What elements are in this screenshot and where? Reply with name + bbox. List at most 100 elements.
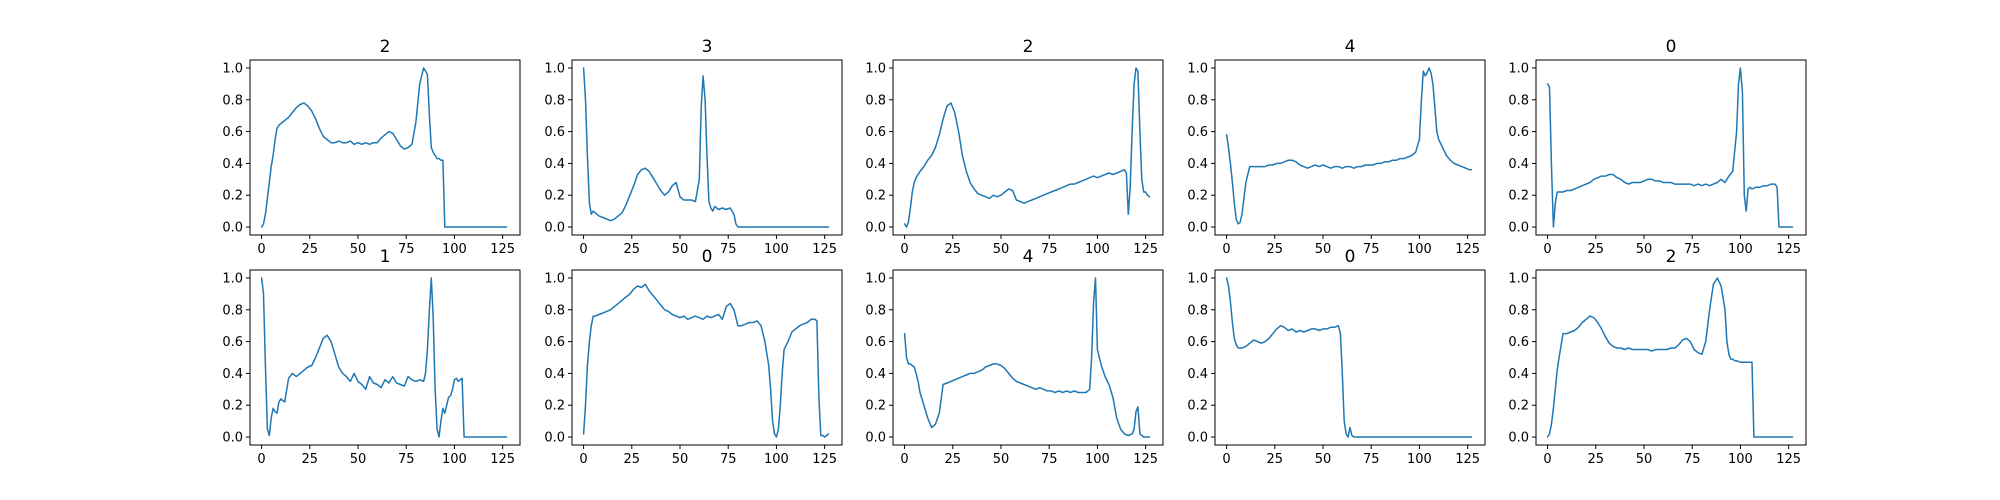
subplot-title: 0 (702, 247, 713, 267)
x-tick-label: 25 (945, 452, 962, 467)
x-tick-label: 25 (302, 242, 319, 257)
y-tick-label: 0.6 (222, 125, 243, 140)
x-tick-label: 0 (900, 452, 908, 467)
subplot-title: 0 (1666, 37, 1677, 57)
series-line (260, 277, 508, 438)
x-tick-label: 50 (350, 452, 367, 467)
x-tick-label: 0 (257, 452, 265, 467)
plot-frame (892, 269, 1164, 446)
y-tick-label: 0.0 (544, 221, 565, 236)
y-tick-label: 1.0 (222, 271, 243, 286)
y-tick-label: 0.2 (222, 189, 243, 204)
plot-frame (571, 59, 843, 236)
plot-frame (892, 59, 1164, 236)
subplot-9: 0 0 25 50 75 100 125 0.0 0.2 0.4 0.6 0.8 1.0 (1187, 247, 1486, 467)
x-tick-label: 75 (720, 242, 737, 257)
subplot-title: 4 (1345, 37, 1356, 57)
x-tick-label: 75 (1684, 452, 1701, 467)
y-tick-label: 0.2 (1187, 399, 1208, 414)
series-line (903, 277, 1151, 438)
y-tick-label: 1.0 (1508, 271, 1529, 286)
x-tick-label: 50 (993, 452, 1010, 467)
x-tick-label: 0 (579, 452, 587, 467)
y-tick-label: 1.0 (865, 61, 886, 76)
x-tick-label: 125 (812, 242, 837, 257)
x-tick-label: 0 (1222, 452, 1230, 467)
y-tick-label: 0.6 (1508, 125, 1529, 140)
y-tick-label: 0.4 (222, 157, 243, 172)
x-tick-label: 125 (1455, 452, 1480, 467)
x-tick-label: 50 (1636, 242, 1653, 257)
x-tick-label: 25 (624, 452, 641, 467)
subplot-4: 4 0 25 50 75 100 125 0.0 0.2 0.4 0.6 0.8 1.0 (1187, 37, 1486, 257)
y-tick-label: 0.2 (544, 399, 565, 414)
subplot-1: 2 0 25 50 75 100 125 0.0 0.2 0.4 0.6 0.8 1.0 (222, 37, 521, 257)
x-tick-label: 125 (1776, 452, 1801, 467)
x-tick-label: 125 (1776, 242, 1801, 257)
y-tick-label: 1.0 (544, 61, 565, 76)
x-tick-label: 25 (624, 242, 641, 257)
plot-frame (249, 269, 521, 446)
y-tick-label: 0.8 (222, 303, 243, 318)
x-tick-label: 50 (1636, 452, 1653, 467)
x-tick-label: 100 (442, 452, 467, 467)
plot-frame (1214, 269, 1486, 446)
y-tick-label: 0.4 (1508, 367, 1529, 382)
x-tick-label: 50 (1315, 452, 1332, 467)
y-tick-label: 1.0 (544, 271, 565, 286)
y-tick-label: 0.6 (865, 125, 886, 140)
y-tick-label: 1.0 (1187, 61, 1208, 76)
y-tick-label: 0.0 (544, 431, 565, 446)
y-tick-label: 0.2 (1508, 189, 1529, 204)
x-tick-label: 100 (764, 242, 789, 257)
plot-frame (1214, 59, 1486, 236)
x-tick-label: 125 (1133, 242, 1158, 257)
y-tick-label: 0.6 (544, 335, 565, 350)
y-tick-label: 1.0 (1187, 271, 1208, 286)
subplot-title: 2 (1666, 247, 1677, 267)
subplot-title: 3 (702, 37, 713, 57)
y-tick-label: 0.6 (1508, 335, 1529, 350)
y-tick-label: 0.2 (544, 189, 565, 204)
y-tick-label: 0.8 (1187, 93, 1208, 108)
x-tick-label: 100 (442, 242, 467, 257)
x-tick-label: 50 (993, 242, 1010, 257)
subplot-title: 0 (1345, 247, 1356, 267)
x-tick-label: 125 (1455, 242, 1480, 257)
x-tick-label: 75 (1363, 242, 1380, 257)
y-tick-label: 0.4 (1187, 367, 1208, 382)
x-tick-label: 50 (350, 242, 367, 257)
y-tick-label: 0.6 (222, 335, 243, 350)
y-tick-label: 0.0 (1187, 431, 1208, 446)
x-tick-label: 100 (1407, 242, 1432, 257)
y-tick-label: 0.0 (222, 221, 243, 236)
y-tick-label: 0.0 (865, 221, 886, 236)
y-tick-label: 0.8 (544, 303, 565, 318)
x-tick-label: 25 (1267, 452, 1284, 467)
x-tick-label: 75 (398, 242, 415, 257)
series-line (1546, 67, 1794, 228)
x-tick-label: 25 (1588, 242, 1605, 257)
x-tick-label: 75 (720, 452, 737, 467)
subplot-title: 2 (380, 37, 391, 57)
x-tick-label: 0 (1543, 242, 1551, 257)
x-tick-label: 0 (1543, 452, 1551, 467)
y-tick-label: 0.2 (222, 399, 243, 414)
y-tick-label: 0.4 (544, 157, 565, 172)
y-tick-label: 0.4 (1508, 157, 1529, 172)
y-tick-label: 0.4 (1187, 157, 1208, 172)
plot-frame (1535, 269, 1807, 446)
x-tick-label: 75 (398, 452, 415, 467)
x-tick-label: 125 (490, 452, 515, 467)
x-tick-label: 50 (672, 452, 689, 467)
y-tick-label: 0.8 (865, 303, 886, 318)
x-tick-label: 25 (1588, 452, 1605, 467)
x-tick-label: 25 (945, 242, 962, 257)
series-line (1546, 277, 1794, 438)
series-line (1225, 67, 1473, 225)
series-line (903, 67, 1151, 228)
x-tick-label: 25 (302, 452, 319, 467)
y-tick-label: 0.4 (865, 157, 886, 172)
subplot-6: 1 0 25 50 75 100 125 0.0 0.2 0.4 0.6 0.8 1.0 (222, 247, 521, 467)
